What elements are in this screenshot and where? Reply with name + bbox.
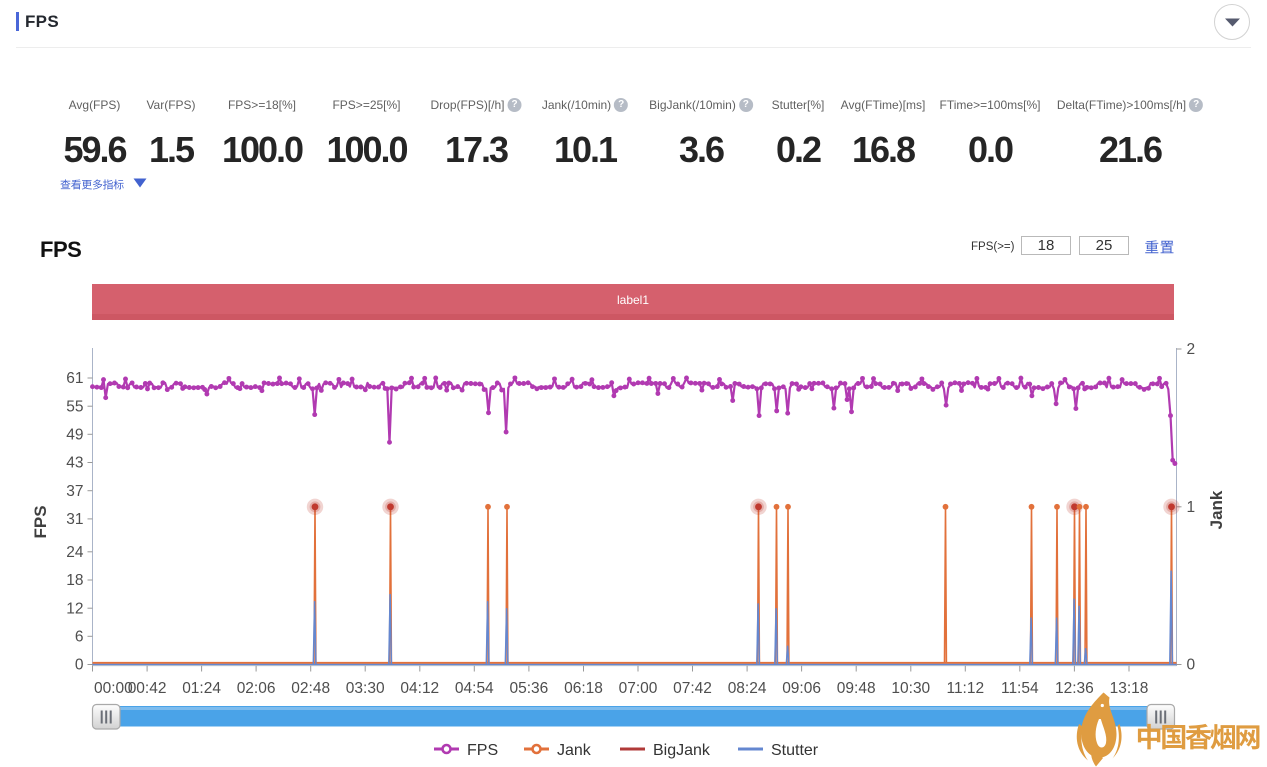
svg-text:09:48: 09:48 xyxy=(837,680,876,697)
svg-text:2: 2 xyxy=(1187,341,1196,358)
svg-text:61: 61 xyxy=(66,370,83,387)
svg-text:55: 55 xyxy=(66,398,83,415)
svg-text:07:42: 07:42 xyxy=(673,680,712,697)
svg-text:37: 37 xyxy=(66,483,83,500)
svg-text:01:24: 01:24 xyxy=(182,680,221,697)
svg-text:02:06: 02:06 xyxy=(237,680,276,697)
svg-text:12: 12 xyxy=(66,600,83,617)
svg-text:13:18: 13:18 xyxy=(1110,680,1149,697)
svg-text:FPS: FPS xyxy=(31,505,50,538)
svg-text:05:36: 05:36 xyxy=(510,680,549,697)
svg-text:Jank: Jank xyxy=(557,742,592,759)
svg-text:31: 31 xyxy=(66,511,83,528)
svg-text:Jank: Jank xyxy=(1207,490,1226,529)
svg-text:03:30: 03:30 xyxy=(346,680,385,697)
svg-text:24: 24 xyxy=(66,544,84,561)
svg-text:08:24: 08:24 xyxy=(728,680,767,697)
svg-text:6: 6 xyxy=(75,629,84,646)
svg-text:0: 0 xyxy=(75,657,84,674)
svg-text:11:12: 11:12 xyxy=(946,680,984,697)
svg-text:00:42: 00:42 xyxy=(128,680,167,697)
svg-text:02:48: 02:48 xyxy=(291,680,330,697)
svg-text:43: 43 xyxy=(66,455,83,472)
svg-text:12:36: 12:36 xyxy=(1055,680,1094,697)
svg-text:06:18: 06:18 xyxy=(564,680,603,697)
svg-text:09:06: 09:06 xyxy=(782,680,821,697)
svg-text:Stutter: Stutter xyxy=(771,742,819,759)
svg-text:FPS: FPS xyxy=(467,742,498,759)
svg-text:04:54: 04:54 xyxy=(455,680,494,697)
svg-text:BigJank: BigJank xyxy=(653,742,711,759)
svg-text:0: 0 xyxy=(1187,657,1196,674)
svg-text:11:54: 11:54 xyxy=(1001,680,1039,697)
svg-text:18: 18 xyxy=(66,572,83,589)
svg-text:49: 49 xyxy=(66,427,83,444)
svg-text:10:30: 10:30 xyxy=(891,680,930,697)
svg-text:1: 1 xyxy=(1187,499,1196,516)
svg-text:00:00: 00:00 xyxy=(94,680,133,697)
svg-text:04:12: 04:12 xyxy=(400,680,439,697)
svg-text:07:00: 07:00 xyxy=(619,680,658,697)
